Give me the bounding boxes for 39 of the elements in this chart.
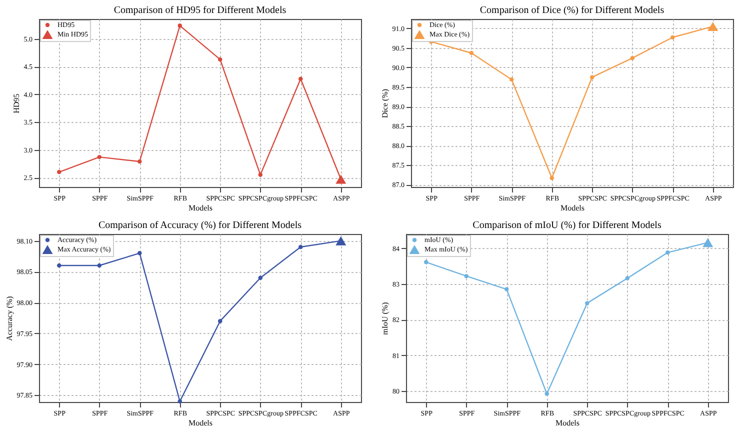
point bbox=[298, 244, 303, 250]
x-axis-title: Models bbox=[560, 204, 584, 212]
y-axis-title: Dice (%) bbox=[380, 88, 390, 118]
point bbox=[544, 392, 549, 396]
x-axis-title: Models bbox=[188, 418, 212, 428]
point bbox=[630, 56, 634, 60]
point bbox=[97, 263, 102, 268]
point bbox=[464, 274, 468, 278]
point bbox=[258, 276, 262, 280]
x-axis-title: Models bbox=[188, 204, 212, 212]
y-axis-title: HD95 bbox=[12, 94, 21, 114]
x-axis-title: Models bbox=[556, 418, 580, 428]
point bbox=[57, 263, 62, 268]
point bbox=[298, 76, 303, 81]
point bbox=[258, 172, 262, 177]
point bbox=[97, 154, 102, 160]
point bbox=[218, 318, 222, 324]
point bbox=[504, 287, 509, 292]
chart-title: Comparison of mIoU (%) for Different Models bbox=[472, 220, 662, 231]
point bbox=[469, 50, 474, 56]
point bbox=[510, 77, 514, 82]
chart-title: Comparison of Dice (%) for Different Models bbox=[480, 5, 664, 16]
point bbox=[178, 24, 182, 28]
point bbox=[218, 57, 222, 62]
chart-title: Comparison of HD95 for Different Models bbox=[114, 5, 286, 16]
point bbox=[550, 176, 554, 180]
point bbox=[625, 276, 630, 280]
point bbox=[178, 399, 182, 404]
point bbox=[138, 251, 142, 256]
point bbox=[57, 170, 62, 174]
point bbox=[424, 260, 428, 264]
point bbox=[138, 159, 142, 164]
point bbox=[590, 75, 594, 80]
y-axis-title: Accuracy (%) bbox=[4, 296, 14, 341]
point bbox=[585, 301, 590, 306]
chart-title: Comparison of Accuracy (%) for Different Models bbox=[98, 220, 302, 231]
point bbox=[666, 250, 670, 255]
y-axis-title: mIoU (%) bbox=[380, 302, 390, 335]
point bbox=[670, 35, 675, 40]
